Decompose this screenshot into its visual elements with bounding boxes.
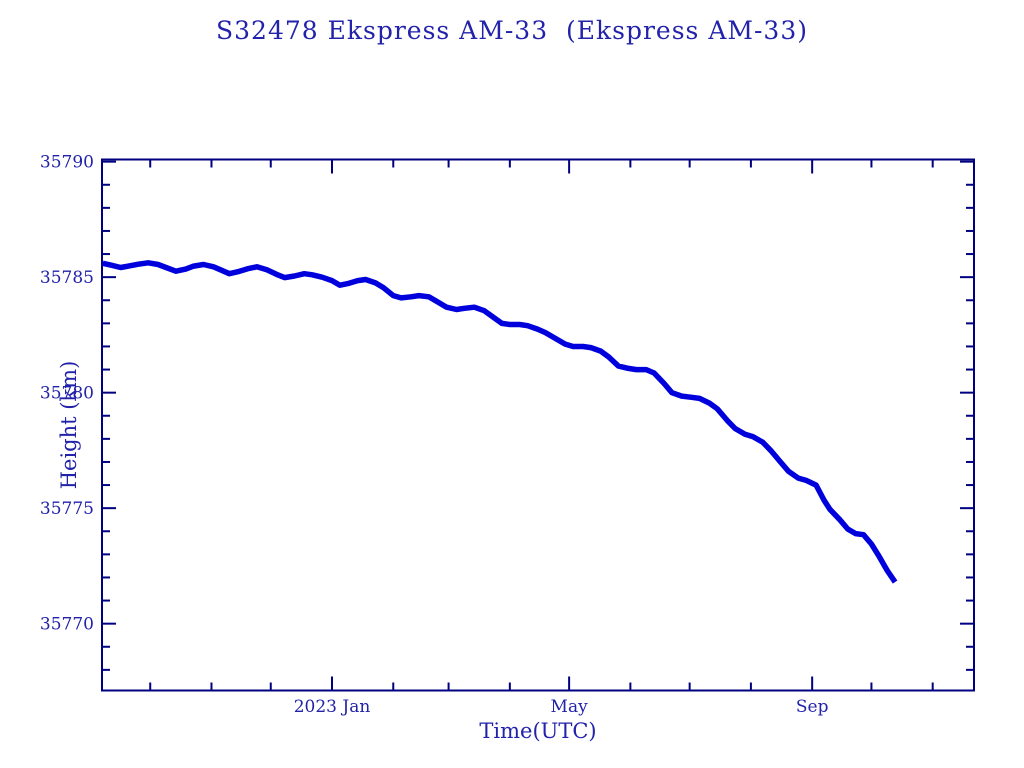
y-tick-label: 35775 <box>40 499 94 519</box>
x-tick-label: May <box>551 697 589 717</box>
y-tick-label: 35780 <box>40 384 94 404</box>
y-tick-label: 35770 <box>40 615 94 635</box>
y-tick-label: 35785 <box>40 268 94 288</box>
x-tick-label: 2023 Jan <box>294 697 371 717</box>
y-tick-label: 35790 <box>40 153 94 173</box>
x-tick-label: Sep <box>796 697 829 717</box>
chart-title: S32478 Ekspress AM-33 (Ekspress AM-33) <box>216 16 808 45</box>
height-series <box>102 260 898 584</box>
plot-frame <box>101 158 975 692</box>
y-axis-title: Height (km) <box>57 360 81 490</box>
x-axis-title: Time(UTC) <box>479 719 597 743</box>
